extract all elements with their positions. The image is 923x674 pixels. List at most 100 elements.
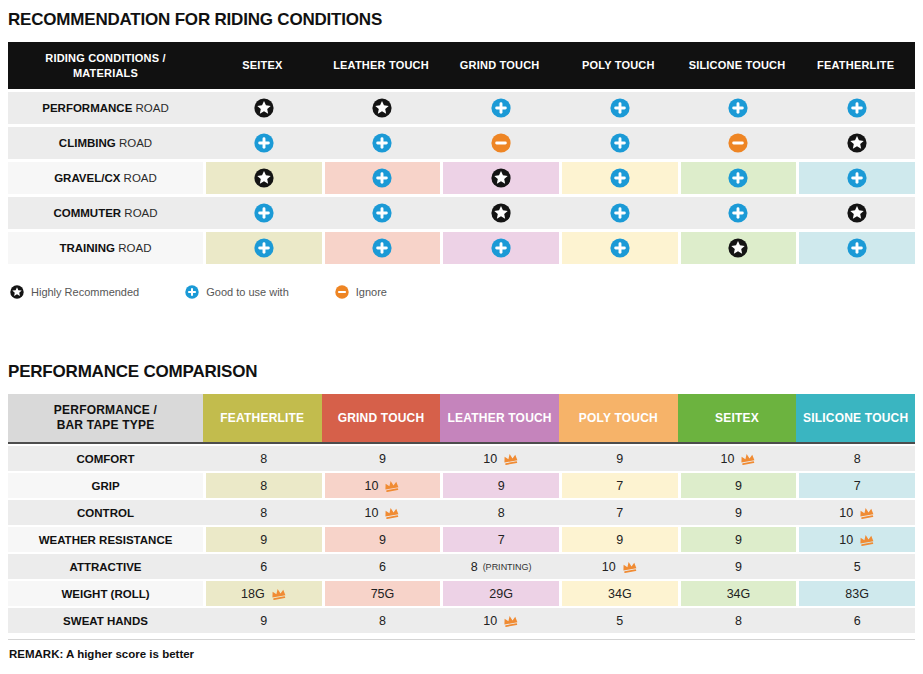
crown-icon: [383, 505, 402, 520]
rating-cell: [562, 127, 678, 159]
minus-icon: [335, 285, 349, 299]
score-cell: 6: [325, 554, 441, 579]
score-value: 10: [365, 479, 379, 493]
score-value: 8: [735, 614, 742, 628]
score-value: 83G: [845, 587, 869, 601]
performance-title: PERFORMANCE COMPARISON: [8, 362, 915, 382]
plus-icon: [254, 133, 274, 153]
column-header: FEATHERLITE: [203, 394, 322, 442]
rating-cell: [681, 232, 797, 264]
performance-table-body: COMFORT89109108GRIP8109797CONTROL8108791…: [8, 446, 915, 633]
score-value: 9: [260, 533, 267, 547]
plus-icon: [254, 203, 274, 223]
plus-icon: [610, 203, 630, 223]
score-cell: 10: [443, 446, 559, 471]
plus-icon: [254, 238, 274, 258]
star-icon: [491, 168, 511, 188]
score-cell: 8: [681, 608, 797, 633]
rating-cell: [206, 232, 322, 264]
corner-header: RIDING CONDITIONS / MATERIALS: [8, 42, 203, 89]
legend-label: Good to use with: [206, 286, 289, 298]
plus-icon: [372, 168, 392, 188]
star-icon: [254, 168, 274, 188]
score-cell: 18G: [206, 581, 322, 606]
score-value: 7: [616, 479, 623, 493]
star-icon: [372, 98, 392, 118]
score-cell: 10: [325, 473, 441, 498]
recommendation-table-header: RIDING CONDITIONS / MATERIALS SEITEXLEAT…: [8, 42, 915, 89]
row-label: GRIP: [8, 473, 203, 498]
crown-icon: [739, 451, 758, 466]
score-cell: 9: [681, 500, 797, 525]
score-cell: 8: [206, 473, 322, 498]
score-cell: 10: [799, 527, 915, 552]
score-cell: 9: [681, 554, 797, 579]
recommendation-title: RECOMMENDATION FOR RIDING CONDITIONS: [8, 10, 915, 30]
riding-row: GRAVEL/CX ROAD: [8, 162, 915, 194]
score-value: 7: [498, 533, 505, 547]
score-cell: 9: [562, 527, 678, 552]
row-label: PERFORMANCE ROAD: [8, 92, 203, 124]
row-label: ATTRACTIVE: [8, 554, 203, 579]
score-value: 6: [854, 614, 861, 628]
crown-icon: [383, 478, 402, 493]
legend-item: Ignore: [335, 285, 387, 299]
score-cell: 9: [325, 527, 441, 552]
score-cell: 5: [562, 608, 678, 633]
score-cell: 9: [443, 473, 559, 498]
score-value: 10: [483, 614, 497, 628]
score-suffix: (PRINTING): [483, 562, 532, 572]
score-cell: 10: [325, 500, 441, 525]
plus-icon: [847, 238, 867, 258]
plus-icon: [847, 98, 867, 118]
score-cell: 7: [562, 473, 678, 498]
performance-row: GRIP8109797: [8, 473, 915, 498]
performance-row: SWEAT HANDS9810586: [8, 608, 915, 633]
score-cell: 8: [206, 446, 322, 471]
row-label: WEIGHT (ROLL): [8, 581, 203, 606]
recommendation-table: RIDING CONDITIONS / MATERIALS SEITEXLEAT…: [8, 42, 915, 264]
score-value: 9: [616, 452, 623, 466]
crown-icon: [269, 586, 288, 601]
score-cell: 5: [799, 554, 915, 579]
rating-cell: [799, 92, 915, 124]
rating-cell: [681, 92, 797, 124]
score-cell: 7: [799, 473, 915, 498]
score-value: 75G: [371, 587, 395, 601]
column-header: GRIND TOUCH: [440, 42, 559, 89]
score-value: 34G: [727, 587, 751, 601]
score-cell: 9: [206, 608, 322, 633]
score-value: 8: [260, 506, 267, 520]
score-value: 7: [854, 479, 861, 493]
legend-label: Highly Recommended: [31, 286, 139, 298]
score-value: 8: [498, 506, 505, 520]
performance-table: PERFORMANCE / BAR TAPE TYPE FEATHERLITEG…: [8, 394, 915, 640]
rating-legend: Highly Recommended Good to use with Ignore: [10, 284, 915, 300]
score-cell: 34G: [681, 581, 797, 606]
star-icon: [847, 133, 867, 153]
table-end-divider: [8, 639, 915, 640]
riding-row: COMMUTER ROAD: [8, 197, 915, 229]
row-label: COMFORT: [8, 446, 203, 471]
score-cell: 8(PRINTING): [443, 554, 559, 579]
performance-row: WEATHER RESISTANCE9979910: [8, 527, 915, 552]
score-value: 6: [260, 560, 267, 574]
star-icon: [847, 203, 867, 223]
rating-cell: [325, 92, 441, 124]
score-value: 5: [616, 614, 623, 628]
score-cell: 8: [799, 446, 915, 471]
rating-cell: [799, 127, 915, 159]
row-label: GRAVEL/CX ROAD: [8, 162, 203, 194]
legend-label: Ignore: [356, 286, 387, 298]
score-cell: 29G: [443, 581, 559, 606]
row-label: WEATHER RESISTANCE: [8, 527, 203, 552]
rating-cell: [206, 197, 322, 229]
rating-cell: [206, 127, 322, 159]
rating-cell: [443, 197, 559, 229]
remark-note: REMARK: A higher score is better: [9, 648, 915, 660]
riding-row: CLIMBING ROAD: [8, 127, 915, 159]
star-icon: [491, 203, 511, 223]
score-cell: 8: [325, 608, 441, 633]
score-value: 8: [260, 452, 267, 466]
performance-row: WEIGHT (ROLL)18G75G29G34G34G83G: [8, 581, 915, 606]
